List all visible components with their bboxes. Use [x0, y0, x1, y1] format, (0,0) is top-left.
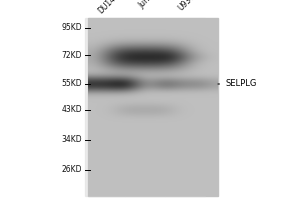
Text: DU145: DU145 — [97, 0, 121, 15]
Bar — [165, 18, 205, 196]
Text: U937: U937 — [177, 0, 197, 12]
Text: 95KD: 95KD — [61, 23, 82, 32]
Bar — [125, 18, 165, 196]
Text: 43KD: 43KD — [61, 106, 82, 114]
Text: 55KD: 55KD — [61, 79, 82, 88]
Bar — [85, 18, 125, 196]
Text: 26KD: 26KD — [61, 166, 82, 174]
Text: Jurkat: Jurkat — [136, 0, 159, 10]
Text: SELPLG: SELPLG — [218, 79, 256, 88]
Bar — [88, 18, 218, 196]
Text: 72KD: 72KD — [61, 50, 82, 60]
Text: 34KD: 34KD — [61, 136, 82, 144]
